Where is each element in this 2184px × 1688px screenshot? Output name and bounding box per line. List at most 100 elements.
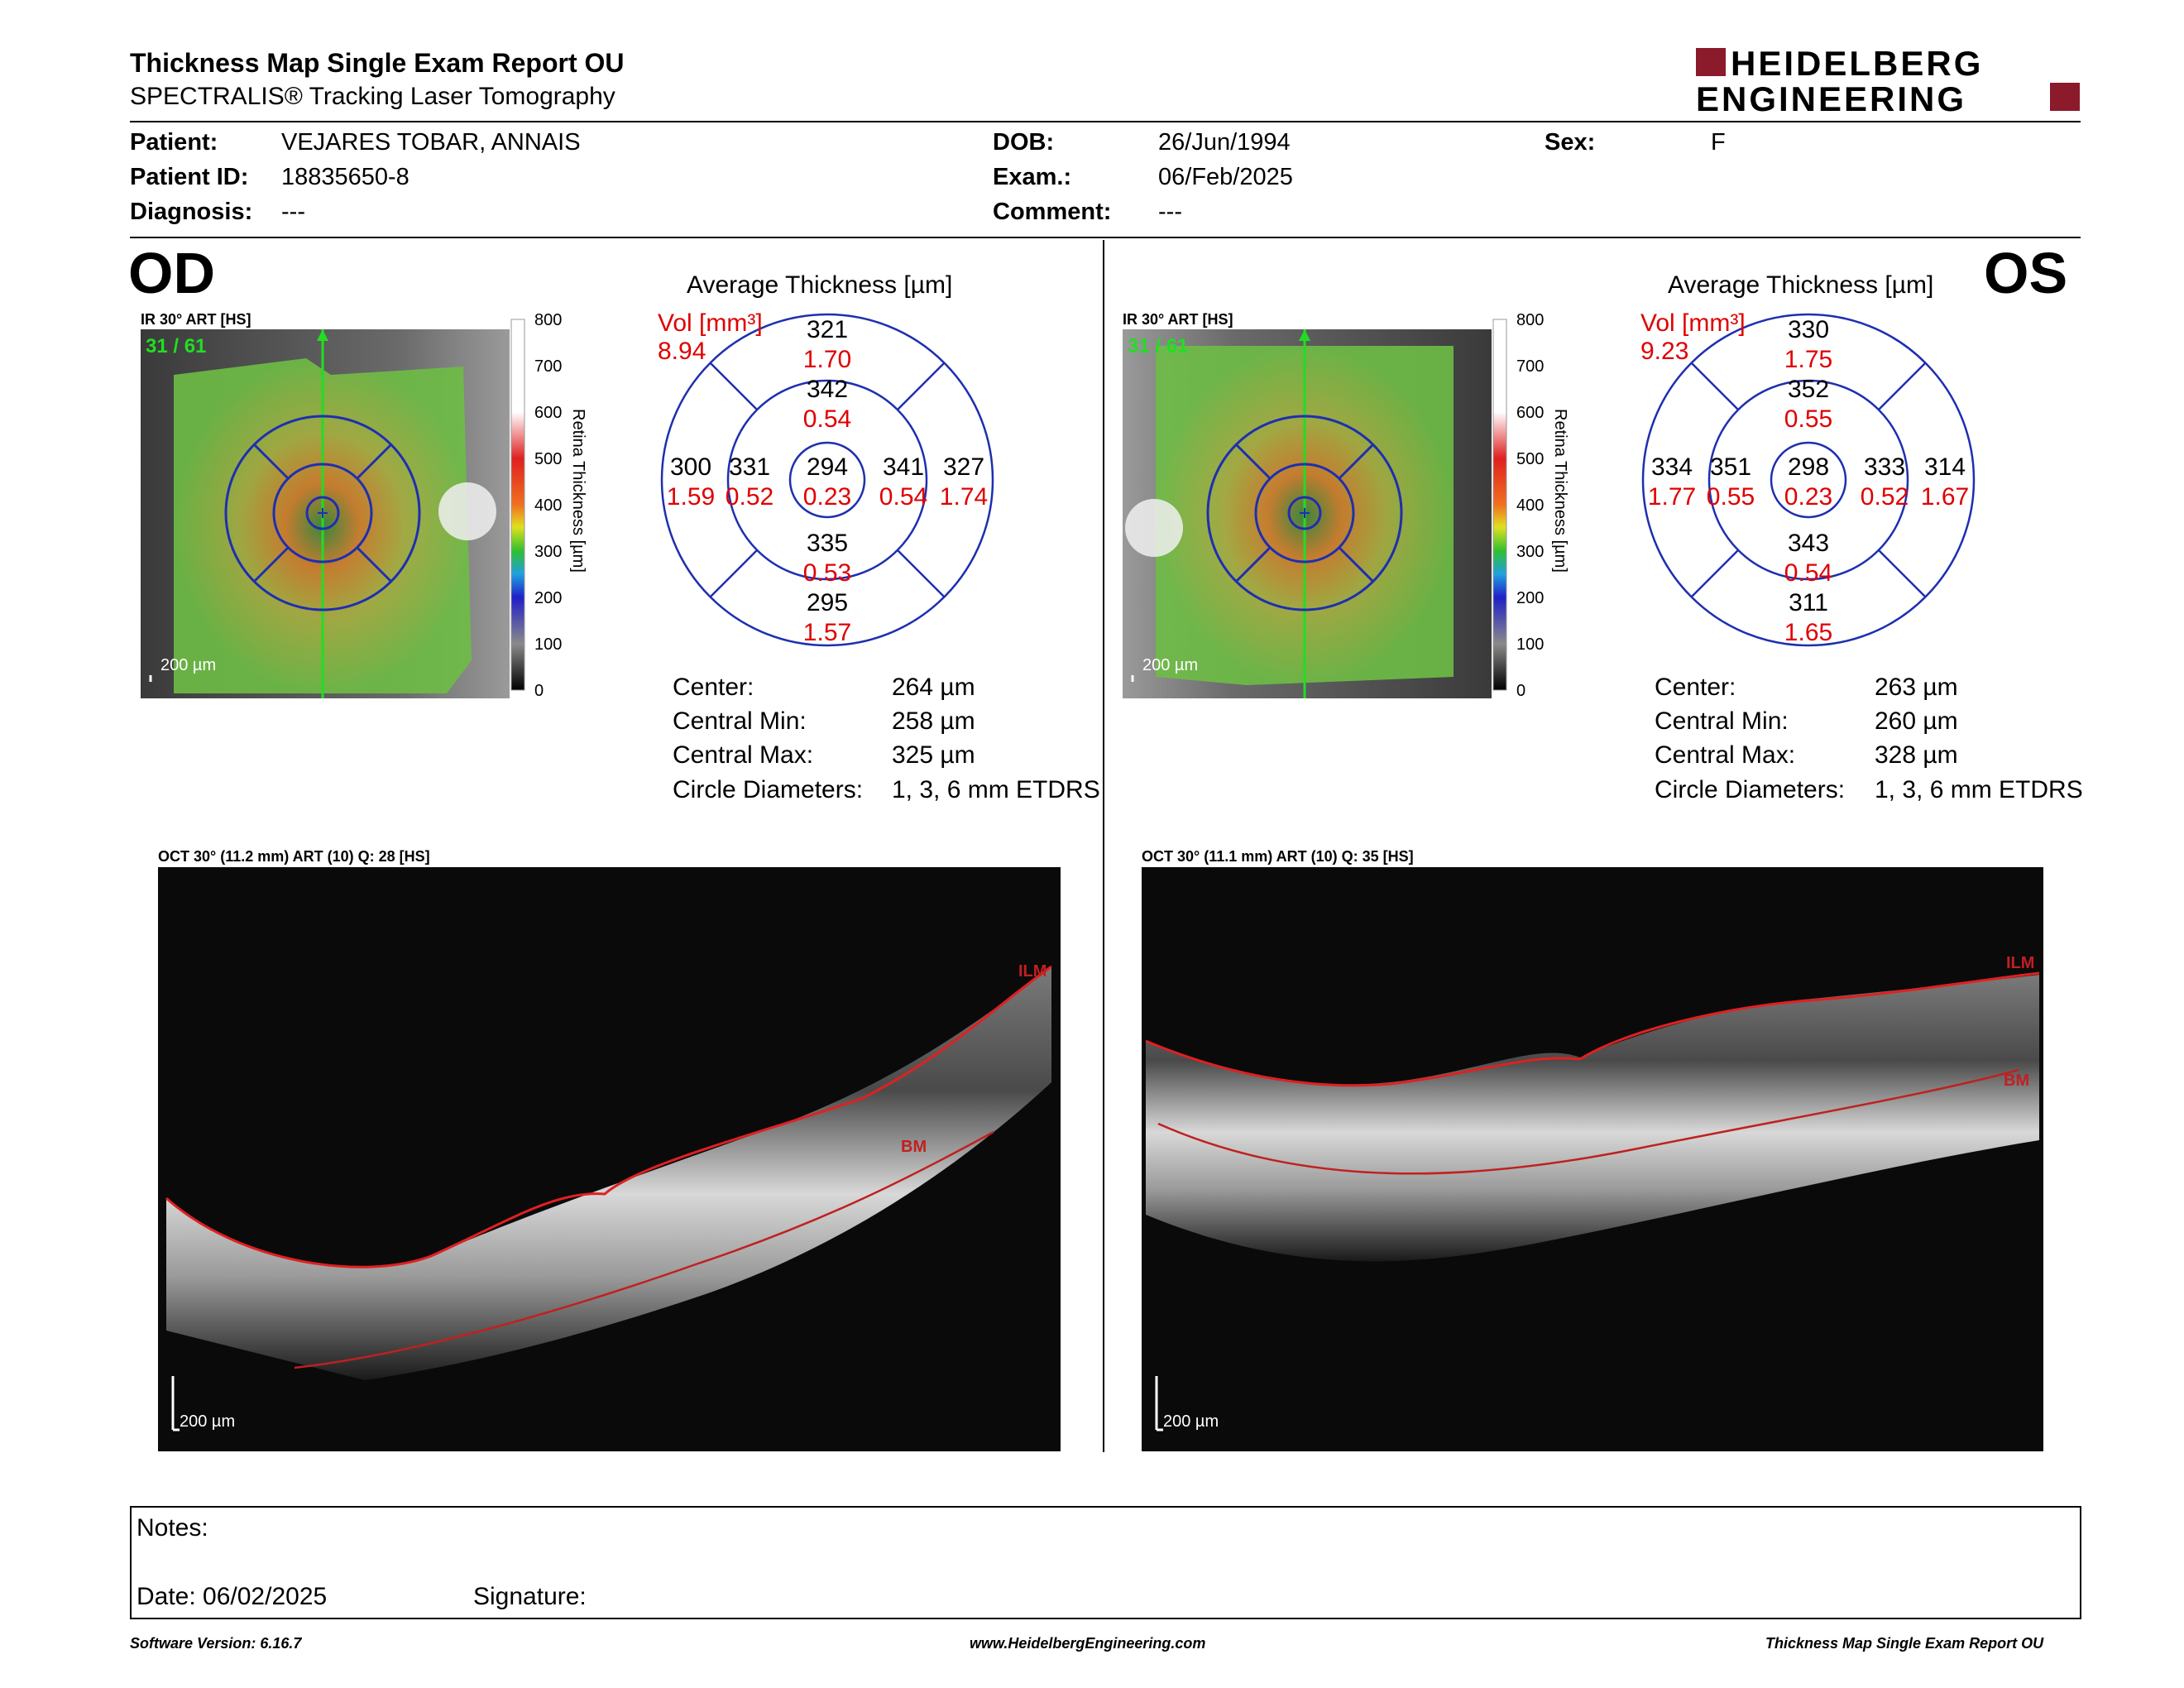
os-cbar-axis-label: Retina Thickness [µm] xyxy=(1551,409,1569,573)
dob-label: DOB: xyxy=(993,129,1055,156)
os-cbar-tick-500: 500 xyxy=(1516,450,1544,468)
exam-label: Exam.: xyxy=(993,164,1072,190)
os-etdrs-chart: 330 1.75 352 0.55 334 1.77 351 0.55 298 … xyxy=(1641,313,1976,647)
dob-value: 26/Jun/1994 xyxy=(1158,129,1291,156)
od-avg-title: Average Thickness [µm] xyxy=(687,271,953,299)
os-inner-inf-volume: 0.54 xyxy=(1784,559,1832,587)
os-cbar-tick-400: 400 xyxy=(1516,496,1544,515)
patient-divider xyxy=(130,237,2081,238)
od-etdrs-chart: 321 1.70 342 0.54 300 1.59 331 0.52 294 … xyxy=(660,313,994,647)
od-inner-sup-thickness: 342 xyxy=(807,376,848,403)
od-ir-label: IR 30° ART [HS] xyxy=(141,311,251,328)
notes-label: Notes: xyxy=(136,1514,208,1542)
od-thickness-map: 31 / 61 200 µm xyxy=(141,329,510,698)
os-inner-nasal-thickness: 333 xyxy=(1864,453,1905,481)
comment-label: Comment: xyxy=(993,199,1112,225)
eye-divider xyxy=(1103,240,1104,1452)
od-outer-inf-thickness: 295 xyxy=(807,589,848,616)
sex-label: Sex: xyxy=(1545,129,1596,156)
od-etdrs-grid xyxy=(224,415,421,611)
diagnosis-label: Diagnosis: xyxy=(130,199,253,225)
report-title: Thickness Map Single Exam Report OU xyxy=(130,48,625,78)
exam-value: 06/Feb/2025 xyxy=(1158,164,1293,190)
os-thickness-map: 31 / 61 200 µm xyxy=(1123,329,1492,698)
os-inner-sup-volume: 0.55 xyxy=(1784,405,1832,433)
signature-label: Signature: xyxy=(473,1583,587,1610)
os-cbar-tick-700: 700 xyxy=(1516,357,1544,376)
os-outer-inf-thickness: 311 xyxy=(1789,589,1828,616)
patient-name: VEJARES TOBAR, ANNAIS xyxy=(281,129,581,156)
website-link[interactable]: www.HeidelbergEngineering.com xyxy=(970,1635,1206,1652)
os-cbar-tick-800: 800 xyxy=(1516,311,1544,329)
os-oct-label: OCT 30° (11.1 mm) ART (10) Q: 35 [HS] xyxy=(1142,848,1414,865)
od-vol-label: Vol [mm³] xyxy=(658,309,763,337)
os-outer-sup-thickness: 330 xyxy=(1788,316,1829,343)
od-ilm-line xyxy=(165,965,1052,1268)
os-central-max-label: Central Max: xyxy=(1655,741,1796,769)
os-central-min-label: Central Min: xyxy=(1655,707,1789,735)
date-label: Date: 06/02/2025 xyxy=(136,1583,328,1610)
os-oct-bscan: ILM BM 200 µm xyxy=(1142,867,2043,1451)
patient-label: Patient: xyxy=(130,129,218,156)
od-inner-inf-thickness: 335 xyxy=(807,530,848,557)
od-cbar-tick-200: 200 xyxy=(534,589,562,607)
patient-id: 18835650-8 xyxy=(281,164,410,190)
od-center-value: 264 µm xyxy=(892,674,975,701)
os-avg-title: Average Thickness [µm] xyxy=(1668,271,1934,299)
od-bm-label: BM xyxy=(901,1138,927,1156)
os-cbar-tick-100: 100 xyxy=(1516,635,1544,654)
od-inner-temp-volume: 0.52 xyxy=(726,483,774,511)
os-inner-temp-volume: 0.55 xyxy=(1707,483,1755,511)
od-cbar-tick-0: 0 xyxy=(534,682,544,697)
os-cbar-tick-600: 600 xyxy=(1516,404,1544,422)
notes-box[interactable] xyxy=(130,1506,2081,1619)
os-colorbar: 800 700 600 500 400 300 200 100 0 Retina… xyxy=(1492,311,1569,697)
od-inner-nasal-thickness: 341 xyxy=(883,453,924,481)
od-central-min-value: 258 µm xyxy=(892,707,975,735)
os-outer-temp-thickness: 334 xyxy=(1651,453,1693,481)
od-diam-value: 1, 3, 6 mm ETDRS xyxy=(892,776,1100,803)
os-outer-sup-volume: 1.75 xyxy=(1784,346,1832,373)
od-scan-counter: 31 / 61 xyxy=(146,335,206,357)
os-cbar-tick-200: 200 xyxy=(1516,589,1544,607)
od-outer-sup-volume: 1.70 xyxy=(803,346,851,373)
od-center-thickness: 294 xyxy=(807,453,848,481)
od-central-max-value: 325 µm xyxy=(892,741,975,769)
os-ir-label: IR 30° ART [HS] xyxy=(1123,311,1233,328)
os-outer-nasal-thickness: 314 xyxy=(1924,453,1966,481)
header-divider xyxy=(130,121,2081,122)
od-outer-inf-volume: 1.57 xyxy=(803,619,851,646)
os-inner-temp-thickness: 351 xyxy=(1710,453,1751,481)
od-map-scale: 200 µm xyxy=(160,656,216,674)
os-center-label: Center: xyxy=(1655,674,1736,701)
os-inner-inf-thickness: 343 xyxy=(1788,530,1829,557)
os-diam-value: 1, 3, 6 mm ETDRS xyxy=(1875,776,2083,803)
report-subtitle: SPECTRALIS® Tracking Laser Tomography xyxy=(130,83,615,110)
os-outer-temp-volume: 1.77 xyxy=(1648,483,1696,511)
od-cbar-tick-500: 500 xyxy=(534,450,562,468)
od-outer-temp-volume: 1.59 xyxy=(667,483,715,511)
od-central-max-label: Central Max: xyxy=(673,741,814,769)
os-outer-nasal-volume: 1.67 xyxy=(1921,483,1969,511)
od-diam-label: Circle Diameters: xyxy=(673,776,864,803)
od-optic-disc xyxy=(438,482,496,540)
od-center-volume: 0.23 xyxy=(803,483,851,511)
od-scan-arrow-icon xyxy=(317,329,328,341)
od-cbar-tick-700: 700 xyxy=(534,357,562,376)
os-bm-label: BM xyxy=(2004,1072,2029,1090)
od-vol-value: 8.94 xyxy=(658,338,706,365)
os-outer-inf-volume: 1.65 xyxy=(1784,619,1832,646)
od-oct-scale: 200 µm xyxy=(180,1412,235,1431)
od-cbar-tick-800: 800 xyxy=(534,311,562,329)
sex-value: F xyxy=(1711,129,1726,156)
od-inner-temp-thickness: 331 xyxy=(729,453,770,481)
os-center-value: 263 µm xyxy=(1875,674,1958,701)
od-ilm-label: ILM xyxy=(1018,962,1046,981)
os-vol-label: Vol [mm³] xyxy=(1640,309,1746,337)
od-outer-temp-thickness: 300 xyxy=(670,453,711,481)
os-central-max-value: 328 µm xyxy=(1875,741,1958,769)
od-cbar-tick-100: 100 xyxy=(534,635,562,654)
os-scan-counter: 31 / 61 xyxy=(1128,335,1188,357)
od-retina-layers xyxy=(166,966,1051,1380)
od-inner-inf-volume: 0.53 xyxy=(803,559,851,587)
